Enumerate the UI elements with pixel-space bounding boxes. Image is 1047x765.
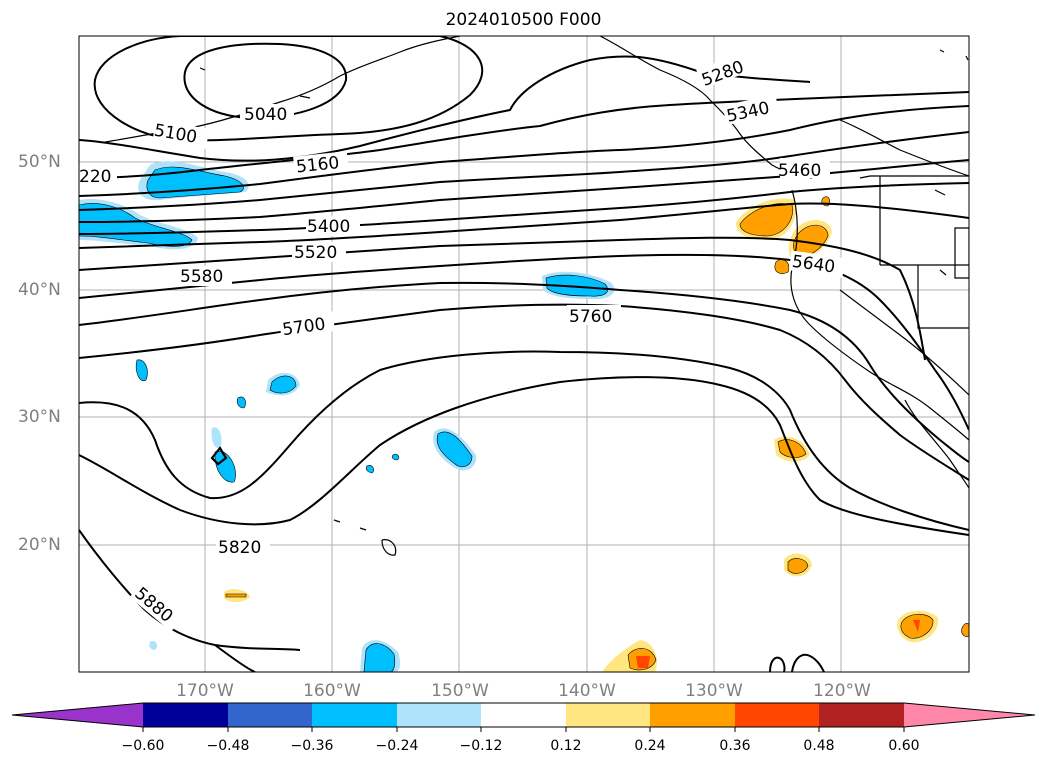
contour-label-5460: 5460: [778, 161, 821, 181]
contour-label-5520: 5520: [294, 243, 337, 263]
colorbar-tick-label: −0.12: [459, 738, 503, 754]
colorbar-tick-label: 0.24: [634, 738, 666, 754]
lon-label-150w: 150°W: [431, 681, 489, 701]
colorbar-extend-high: [904, 703, 1035, 727]
lon-label-130w: 130°W: [685, 681, 743, 701]
positive-shading: [224, 196, 969, 672]
contour-label-5820: 5820: [218, 538, 261, 558]
colorbar-tick-label: 0.12: [550, 738, 582, 754]
contour-label-5100: 5100: [152, 121, 198, 148]
colorbar-seg-7: [650, 703, 735, 727]
colorbar-seg-2: [228, 703, 313, 727]
contour-label-5640: 5640: [791, 252, 837, 278]
lat-label-40n: 40°N: [18, 280, 61, 300]
lon-label-120w: 120°W: [813, 681, 871, 701]
lat-label-30n: 30°N: [18, 407, 61, 427]
colorbar-extend-low: [12, 703, 143, 727]
colorbar-seg-9: [819, 703, 904, 727]
contour-label-5580: 5580: [180, 267, 223, 287]
contour-label-5160: 5160: [295, 153, 340, 177]
colorbar-seg-6: [566, 703, 651, 727]
lon-label-160w: 160°W: [303, 681, 361, 701]
contour-labels: 5040 5100 5160 220 5280 5340 5460 5400 5…: [79, 51, 846, 632]
colorbar-tick-label: −0.48: [206, 738, 250, 754]
colorbar-tick-label: 0.48: [803, 738, 835, 754]
colorbar-seg-1: [143, 703, 228, 727]
colorbar-tick-label: 0.60: [888, 738, 920, 754]
negative-shading: [79, 161, 615, 672]
colorbar-tick-label: 0.36: [719, 738, 751, 754]
lon-label-170w: 170°W: [176, 681, 234, 701]
colorbar-seg-3: [312, 703, 397, 727]
map-title: 2024010500 F000: [445, 10, 602, 30]
colorbar-seg-4: [397, 703, 482, 727]
contour-label-5760: 5760: [569, 307, 612, 327]
colorbar-seg-5: [481, 703, 566, 727]
colorbar: [11, 702, 1036, 732]
lon-label-140w: 140°W: [558, 681, 616, 701]
colorbar-tick-label: −0.36: [290, 738, 334, 754]
map-frame: [78, 35, 970, 673]
height-contours: [79, 36, 969, 672]
lat-label-20n: 20°N: [18, 535, 61, 555]
contour-label-220: 220: [79, 167, 111, 187]
contour-label-5040: 5040: [244, 105, 287, 125]
lat-label-50n: 50°N: [18, 152, 61, 172]
colorbar-seg-8: [735, 703, 820, 727]
colorbar-tick-label: −0.60: [121, 738, 165, 754]
gridlines: [79, 36, 969, 672]
colorbar-tick-label: −0.24: [375, 738, 419, 754]
contour-label-5400: 5400: [307, 217, 350, 237]
